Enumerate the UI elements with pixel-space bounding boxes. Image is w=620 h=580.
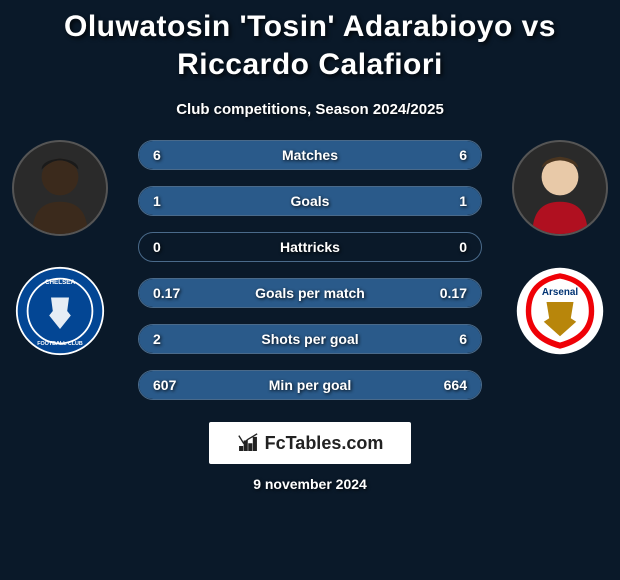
stat-label: Hattricks bbox=[280, 239, 340, 255]
brand-logo: FcTables.com bbox=[209, 422, 412, 464]
stat-value-right: 0.17 bbox=[427, 285, 467, 301]
date-label: 9 november 2024 bbox=[253, 476, 367, 492]
stat-value-right: 664 bbox=[427, 377, 467, 393]
stat-label: Goals per match bbox=[255, 285, 365, 301]
right-club-badge: Arsenal bbox=[515, 266, 605, 356]
stat-value-left: 6 bbox=[153, 147, 193, 163]
stat-value-right: 6 bbox=[427, 147, 467, 163]
stat-value-left: 2 bbox=[153, 331, 193, 347]
stat-value-right: 6 bbox=[427, 331, 467, 347]
stat-label: Min per goal bbox=[269, 377, 351, 393]
stat-row: 2 Shots per goal 6 bbox=[138, 324, 482, 354]
stat-value-left: 0 bbox=[153, 239, 193, 255]
stat-label: Goals bbox=[291, 193, 330, 209]
stat-row: 0 Hattricks 0 bbox=[138, 232, 482, 262]
right-player-column: Arsenal bbox=[510, 140, 610, 356]
stat-value-left: 1 bbox=[153, 193, 193, 209]
right-player-avatar bbox=[512, 140, 608, 236]
stat-value-left: 0.17 bbox=[153, 285, 193, 301]
stat-label: Shots per goal bbox=[261, 331, 358, 347]
chart-icon bbox=[237, 432, 259, 454]
page-title: Oluwatosin 'Tosin' Adarabioyo vs Riccard… bbox=[0, 8, 620, 83]
svg-text:Arsenal: Arsenal bbox=[542, 287, 578, 298]
subtitle: Club competitions, Season 2024/2025 bbox=[176, 101, 444, 118]
stat-value-right: 0 bbox=[427, 239, 467, 255]
comparison-content: CHELSEA FOOTBALL CLUB 6 Matches 6 1 Goals 1 0 H… bbox=[0, 140, 620, 400]
stat-value-left: 607 bbox=[153, 377, 193, 393]
brand-text: FcTables.com bbox=[265, 433, 384, 454]
stat-value-right: 1 bbox=[427, 193, 467, 209]
left-player-avatar bbox=[12, 140, 108, 236]
svg-text:FOOTBALL CLUB: FOOTBALL CLUB bbox=[37, 341, 83, 347]
left-player-column: CHELSEA FOOTBALL CLUB bbox=[10, 140, 110, 356]
stat-label: Matches bbox=[282, 147, 338, 163]
left-club-badge: CHELSEA FOOTBALL CLUB bbox=[15, 266, 105, 356]
stat-row: 6 Matches 6 bbox=[138, 140, 482, 170]
svg-text:CHELSEA: CHELSEA bbox=[45, 279, 76, 286]
footer: FcTables.com 9 november 2024 bbox=[209, 422, 412, 492]
stats-list: 6 Matches 6 1 Goals 1 0 Hattricks 0 0.17 Goals per… bbox=[110, 140, 510, 400]
stat-row: 0.17 Goals per match 0.17 bbox=[138, 278, 482, 308]
stat-row: 1 Goals 1 bbox=[138, 186, 482, 216]
stat-row: 607 Min per goal 664 bbox=[138, 370, 482, 400]
